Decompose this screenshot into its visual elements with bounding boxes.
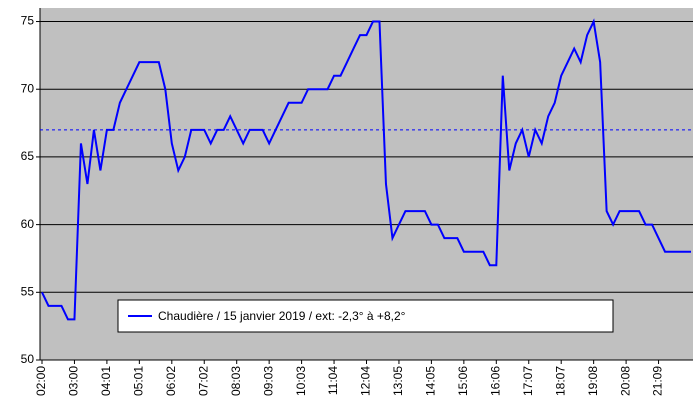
x-tick-label: 14:05: [424, 366, 438, 396]
x-tick-label: 18:07: [553, 366, 567, 396]
x-tick-label: 13:05: [391, 366, 405, 396]
y-tick-label: 50: [21, 352, 35, 366]
legend-box: [117, 299, 614, 333]
x-tick-label: 07:02: [196, 366, 210, 396]
x-tick-label: 11:04: [326, 366, 340, 395]
y-tick-label: 75: [21, 14, 35, 28]
x-tick-label: 19:08: [586, 366, 600, 396]
y-tick-label: 70: [21, 81, 35, 95]
y-tick-label: 65: [21, 149, 35, 163]
x-tick-label: 06:02: [164, 366, 178, 396]
x-tick-label: 02:00: [34, 366, 48, 396]
x-tick-label: 12:04: [359, 366, 373, 396]
x-tick-label: 16:06: [488, 366, 502, 396]
y-tick-label: 60: [21, 217, 35, 231]
x-tick-label: 17:07: [521, 366, 535, 396]
x-tick-label: 15:06: [456, 366, 470, 396]
x-tick-label: 09:03: [261, 366, 275, 396]
x-tick-label: 05:01: [132, 366, 146, 396]
x-tick-label: 10:03: [294, 366, 308, 396]
x-tick-label: 20:08: [618, 366, 632, 396]
legend-label: Chaudière / 15 janvier 2019 / ext: -2,3°…: [158, 309, 406, 323]
x-tick-label: 04:01: [99, 366, 113, 396]
x-tick-label: 21:09: [651, 366, 665, 396]
y-tick-label: 55: [21, 284, 35, 298]
data-line: [41, 18, 691, 321]
x-tick-label: 08:03: [229, 366, 243, 396]
x-tick-label: 03:00: [67, 366, 81, 396]
legend: Chaudière / 15 janvier 2019 / ext: -2,3°…: [117, 299, 614, 333]
